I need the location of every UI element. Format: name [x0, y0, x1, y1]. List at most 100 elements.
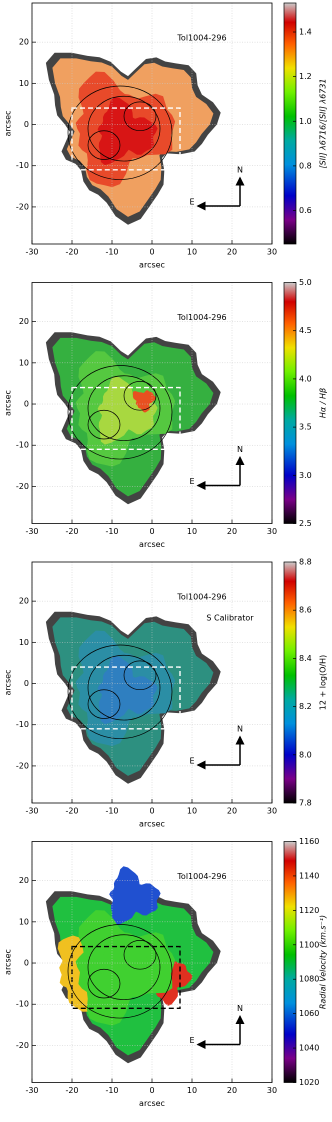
- contour: [87, 130, 121, 160]
- y-tick-label: 20: [19, 317, 29, 326]
- north-label: N: [237, 445, 243, 454]
- y-tick-label: -10: [16, 1000, 29, 1009]
- colorbar-tick-label: 4.0: [299, 374, 312, 383]
- map-region: [97, 376, 158, 445]
- colorbar-tick-label: 1.2: [299, 72, 312, 81]
- colorbar-tick-label: 2.5: [299, 519, 312, 528]
- map-region: [97, 96, 158, 166]
- colorbar-tick-label: 1120: [299, 906, 319, 915]
- panel: -30 -20 -10 0 10 20 30 -20 -10 0 10 20 arcsec arcsec T…: [4, 2, 328, 270]
- colorbar: [283, 841, 297, 1083]
- x-axis-label: arcsec: [139, 261, 165, 270]
- y-tick-label: -10: [16, 720, 29, 729]
- colorbar-label: Radial Velocity (km.s⁻¹): [319, 915, 328, 1009]
- x-tick-label: 30: [267, 807, 277, 816]
- contour: [67, 644, 173, 739]
- contour: [87, 95, 161, 162]
- map-region: [109, 866, 161, 925]
- colorbar-tick-label: 1.0: [299, 117, 312, 126]
- y-tick-label: 0: [24, 400, 29, 409]
- y-tick-label: -20: [16, 482, 29, 491]
- colorbar-tick-label: 5.0: [299, 278, 312, 287]
- y-tick-label: 0: [24, 959, 29, 968]
- east-label: E: [189, 757, 194, 766]
- contour: [87, 409, 121, 440]
- colorbar-tick-label: 1080: [299, 975, 319, 984]
- east-label: E: [189, 1036, 194, 1045]
- x-tick-label: -30: [25, 807, 38, 816]
- colorbar-tick-label: 0.8: [299, 161, 312, 170]
- colorbar: [283, 561, 297, 804]
- colorbar-tick-label: 4.5: [299, 326, 312, 335]
- contour: [87, 689, 121, 719]
- y-tick-label: -10: [16, 161, 29, 170]
- axes-frame: [31, 2, 273, 245]
- contour: [123, 381, 157, 411]
- panel: -30 -20 -10 0 10 20 30 -20 -10 0 10 20 arcsec arcsec T…: [4, 278, 328, 549]
- colorbar-tick-label: 7.8: [299, 799, 312, 808]
- x-axis-label: arcsec: [139, 820, 165, 829]
- y-tick-label: -10: [16, 441, 29, 450]
- map-region: [97, 655, 158, 725]
- x-tick-label: 20: [227, 807, 237, 816]
- annotation: S Calibrator: [206, 614, 254, 623]
- contour: [87, 934, 161, 1000]
- contour: [87, 654, 161, 721]
- x-tick-label: -10: [105, 248, 118, 257]
- colorbar-tick-label: 8.2: [299, 702, 312, 711]
- y-tick-label: 10: [19, 917, 29, 926]
- contour: [87, 968, 121, 999]
- x-tick-label: 10: [187, 248, 197, 257]
- y-tick-label: 20: [19, 38, 29, 47]
- colorbar-tick-label: 3.5: [299, 423, 312, 432]
- plot-area: [45, 332, 221, 505]
- y-tick-label: 10: [19, 638, 29, 647]
- x-tick-label: 30: [267, 527, 277, 536]
- y-tick-label: -20: [16, 1041, 29, 1050]
- colorbar-tick-label: 8.4: [299, 654, 312, 663]
- colorbar-label: [SII] λ6716/[SII] λ6731: [319, 78, 328, 168]
- x-tick-label: -30: [25, 1086, 38, 1095]
- axes-frame: [31, 561, 273, 804]
- x-tick-label: 10: [187, 807, 197, 816]
- y-tick-label: -20: [16, 202, 29, 211]
- x-tick-label: 0: [149, 1086, 154, 1095]
- colorbar: [283, 282, 297, 524]
- x-tick-label: -20: [65, 248, 78, 257]
- colorbar-tick-label: 8.8: [299, 558, 312, 567]
- x-tick-label: 10: [187, 527, 197, 536]
- x-tick-label: 20: [227, 1086, 237, 1095]
- contour: [67, 365, 173, 460]
- y-tick-label: -20: [16, 761, 29, 770]
- x-tick-label: 30: [267, 1086, 277, 1095]
- colorbar-tick-label: 1040: [299, 1044, 319, 1053]
- contour: [123, 940, 157, 970]
- east-label: E: [189, 198, 194, 207]
- map-region: [132, 390, 157, 413]
- north-label: N: [237, 725, 243, 734]
- panel-title: Tol1004-296: [176, 313, 226, 322]
- y-tick-label: 10: [19, 358, 29, 367]
- x-tick-label: 20: [227, 248, 237, 257]
- y-tick-label: 10: [19, 79, 29, 88]
- panel-title: Tol1004-296: [176, 34, 226, 43]
- x-tick-label: 30: [267, 248, 277, 257]
- colorbar: [283, 2, 297, 245]
- x-tick-label: -10: [105, 527, 118, 536]
- axes-frame: [31, 282, 273, 524]
- x-tick-label: 20: [227, 527, 237, 536]
- north-label: N: [237, 1004, 243, 1013]
- y-tick-label: 0: [24, 120, 29, 129]
- x-tick-label: -30: [25, 248, 38, 257]
- y-axis-label: arcsec: [4, 111, 13, 137]
- contour: [67, 85, 173, 180]
- axes-frame: [31, 841, 273, 1083]
- colorbar-tick-label: 1140: [299, 871, 319, 880]
- colorbar-tick-label: 8.6: [299, 606, 312, 615]
- colorbar-label: 12 + log(O/H): [319, 655, 328, 710]
- x-tick-label: -30: [25, 527, 38, 536]
- map-region: [97, 935, 158, 1004]
- colorbar-tick-label: 8.0: [299, 750, 312, 759]
- y-axis-label: arcsec: [4, 949, 13, 975]
- panel-title: Tol1004-296: [176, 593, 226, 602]
